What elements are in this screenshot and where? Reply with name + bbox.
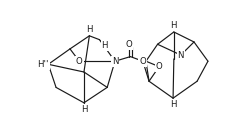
Text: H: H xyxy=(102,41,108,50)
Text: O: O xyxy=(126,40,132,49)
Text: H'': H'' xyxy=(38,60,49,69)
Text: O: O xyxy=(140,57,146,66)
Text: O: O xyxy=(156,62,162,71)
Text: H: H xyxy=(170,100,176,109)
Text: H: H xyxy=(86,25,92,34)
Text: H: H xyxy=(170,21,177,30)
Text: N: N xyxy=(178,51,184,60)
Text: H: H xyxy=(81,105,87,114)
Text: O: O xyxy=(76,57,83,66)
Text: N: N xyxy=(112,57,118,66)
Polygon shape xyxy=(100,40,107,45)
